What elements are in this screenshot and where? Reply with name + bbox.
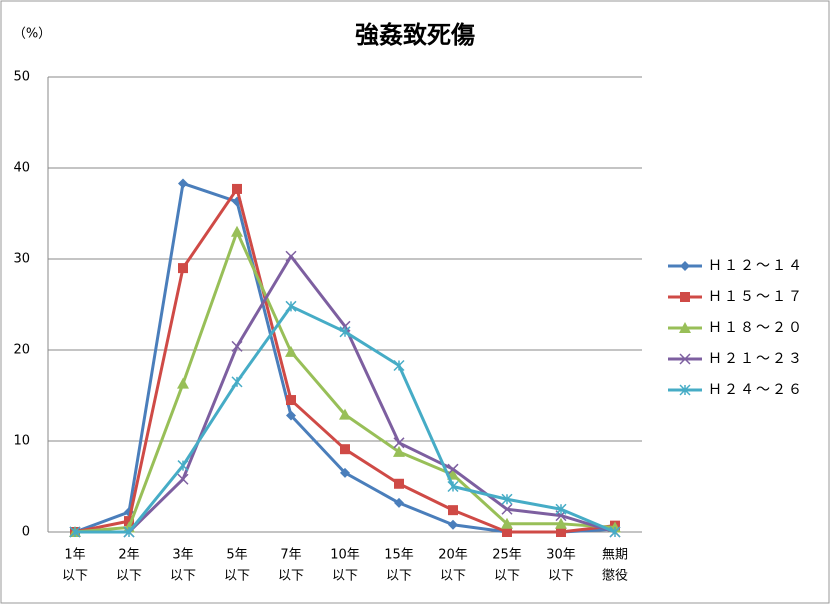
x-tick-label: 1年: [64, 548, 85, 563]
x-tick-label: 3年: [172, 548, 193, 563]
x-tick-label: 5年: [226, 548, 247, 563]
x-tick-label: 25年: [492, 548, 522, 563]
marker: [393, 445, 405, 457]
marker: [609, 526, 621, 538]
marker: [123, 526, 135, 538]
marker: [231, 340, 243, 352]
marker: [501, 517, 513, 529]
marker: [555, 503, 567, 515]
marker: [177, 473, 189, 485]
marker: [178, 263, 188, 274]
marker: [124, 516, 134, 527]
x-tick-label: 以下: [170, 569, 196, 584]
y-tick-label: 50: [13, 70, 30, 85]
marker: [393, 437, 405, 449]
legend-marker: [679, 322, 691, 333]
y-axis-label: （%）: [13, 27, 51, 42]
marker: [231, 376, 243, 388]
legend-label: Ｈ１５～１７: [708, 289, 804, 305]
marker: [286, 395, 296, 406]
marker: [178, 178, 188, 189]
legend-marker: [679, 353, 691, 365]
marker: [339, 408, 351, 420]
marker: [394, 478, 404, 489]
x-tick-label: 30年: [546, 548, 576, 563]
marker: [448, 519, 458, 530]
x-tick-label: 以下: [332, 569, 358, 584]
marker: [556, 527, 566, 537]
marker: [501, 503, 513, 515]
marker: [447, 463, 459, 475]
x-tick-label: 15年: [384, 548, 414, 563]
x-tick-label: 以下: [494, 569, 520, 584]
x-tick-label: 以下: [386, 569, 412, 584]
marker: [447, 480, 459, 493]
marker: [448, 505, 458, 516]
x-tick-label: 以下: [224, 569, 250, 584]
marker: [231, 225, 243, 237]
marker: [340, 444, 350, 455]
x-tick-label: 以下: [278, 569, 304, 584]
y-tick-label: 40: [13, 161, 30, 176]
legend-marker: [679, 384, 691, 396]
marker: [69, 526, 81, 538]
y-tick-label: 30: [13, 252, 30, 267]
x-tick-label: 7年: [280, 548, 301, 563]
marker: [285, 250, 297, 262]
marker: [232, 183, 242, 194]
x-tick-label: 2年: [118, 548, 139, 563]
legend-label: Ｈ１８～２０: [708, 320, 804, 336]
x-tick-label: 20年: [438, 548, 468, 563]
series: [70, 183, 620, 537]
legend-label: Ｈ１２～１４: [708, 258, 804, 274]
legend-label: Ｈ２１～２３: [708, 351, 804, 367]
marker: [555, 517, 567, 529]
x-tick-label: 懲役: [602, 569, 628, 584]
marker: [501, 493, 513, 505]
marker: [286, 410, 296, 421]
marker: [177, 460, 189, 472]
marker: [502, 527, 512, 537]
x-tick-label: 以下: [116, 569, 142, 584]
x-tick-label: 以下: [62, 569, 88, 584]
y-tick-label: 0: [22, 525, 30, 540]
y-tick-label: 20: [13, 343, 30, 358]
marker: [339, 326, 351, 338]
legend-marker: [680, 292, 690, 302]
marker: [177, 377, 189, 389]
chart-title: 強姦致死傷: [355, 21, 475, 49]
marker: [285, 300, 297, 312]
x-tick-label: 以下: [440, 569, 466, 584]
legend-marker: [680, 261, 690, 271]
marker: [394, 497, 404, 508]
marker: [340, 467, 350, 478]
y-tick-label: 10: [13, 434, 30, 449]
legend-label: Ｈ２４～２６: [708, 382, 804, 398]
x-tick-label: 無期: [602, 548, 628, 563]
marker: [285, 345, 297, 357]
marker: [393, 359, 405, 372]
series: [69, 300, 621, 538]
x-tick-label: 10年: [330, 548, 360, 563]
x-tick-label: 以下: [548, 569, 574, 584]
